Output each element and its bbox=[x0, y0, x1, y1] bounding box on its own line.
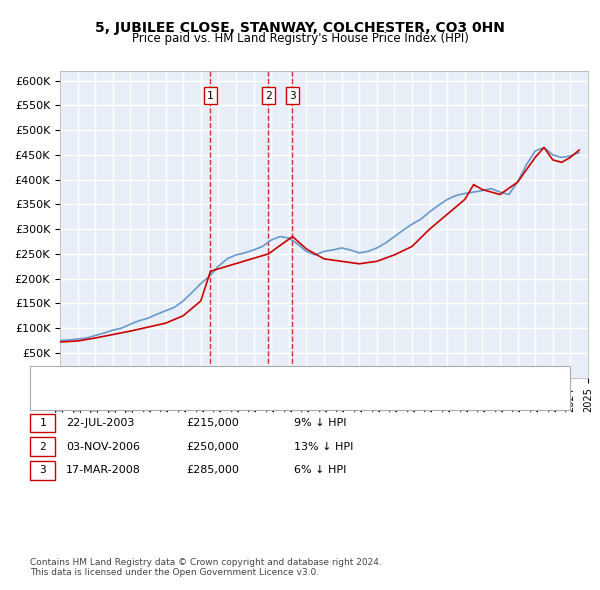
Text: 5, JUBILEE CLOSE, STANWAY, COLCHESTER, CO3 0HN: 5, JUBILEE CLOSE, STANWAY, COLCHESTER, C… bbox=[95, 21, 505, 35]
Text: 03-NOV-2006: 03-NOV-2006 bbox=[66, 442, 140, 451]
Text: 1: 1 bbox=[39, 418, 46, 428]
Text: £285,000: £285,000 bbox=[186, 466, 239, 475]
Text: 5, JUBILEE CLOSE, STANWAY, COLCHESTER, CO3 0HN (detached house): 5, JUBILEE CLOSE, STANWAY, COLCHESTER, C… bbox=[69, 371, 424, 381]
Text: Contains HM Land Registry data © Crown copyright and database right 2024.
This d: Contains HM Land Registry data © Crown c… bbox=[30, 558, 382, 577]
Text: —: — bbox=[48, 368, 64, 384]
Text: 2: 2 bbox=[265, 90, 272, 100]
Text: HPI: Average price, detached house, Colchester: HPI: Average price, detached house, Colc… bbox=[69, 386, 307, 395]
Text: £250,000: £250,000 bbox=[186, 442, 239, 451]
Text: 6% ↓ HPI: 6% ↓ HPI bbox=[294, 466, 346, 475]
Text: 17-MAR-2008: 17-MAR-2008 bbox=[66, 466, 141, 475]
Text: 1: 1 bbox=[207, 90, 214, 100]
Text: 9% ↓ HPI: 9% ↓ HPI bbox=[294, 418, 347, 428]
Text: £215,000: £215,000 bbox=[186, 418, 239, 428]
Text: —: — bbox=[48, 383, 64, 398]
Text: 22-JUL-2003: 22-JUL-2003 bbox=[66, 418, 134, 428]
Text: 2: 2 bbox=[39, 442, 46, 451]
Text: 3: 3 bbox=[289, 90, 296, 100]
Text: 13% ↓ HPI: 13% ↓ HPI bbox=[294, 442, 353, 451]
Text: 3: 3 bbox=[39, 466, 46, 475]
Text: Price paid vs. HM Land Registry's House Price Index (HPI): Price paid vs. HM Land Registry's House … bbox=[131, 32, 469, 45]
